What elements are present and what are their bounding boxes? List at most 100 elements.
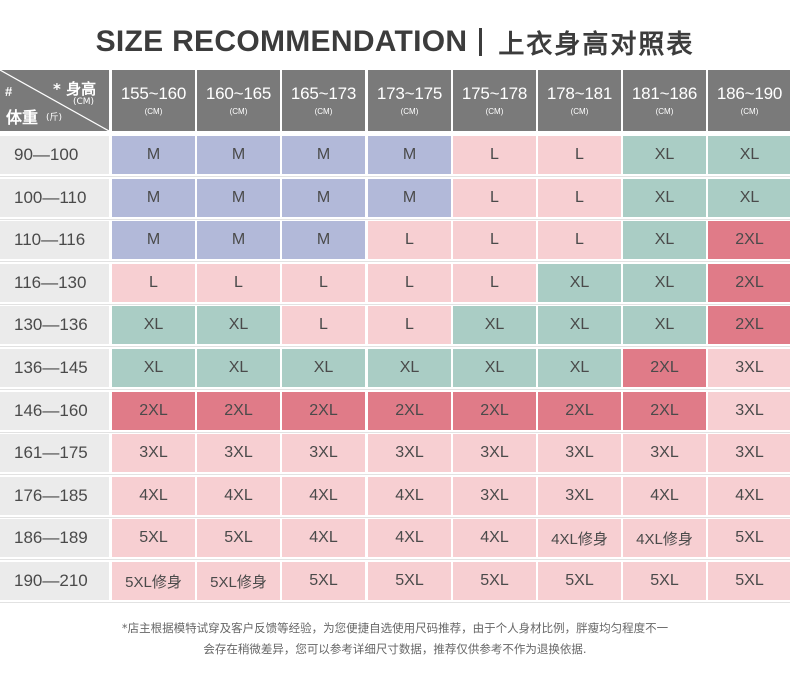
size-cell: 2XL	[453, 391, 536, 430]
height-header-cell: 181~186 (CM)	[623, 70, 706, 131]
weight-row-label: 110—116	[0, 221, 109, 260]
size-cell: XL	[623, 263, 706, 302]
size-cell: L	[368, 221, 451, 260]
size-cell: XL	[623, 178, 706, 217]
height-unit: (CM)	[485, 106, 504, 116]
size-cell: L	[282, 306, 365, 345]
size-cell: M	[282, 178, 365, 217]
size-cell: L	[453, 221, 536, 260]
size-cell: 5XL	[453, 562, 536, 600]
size-cell: L	[282, 263, 365, 302]
size-cell: 4XL	[112, 476, 195, 515]
size-cell: 4XL	[282, 519, 365, 558]
size-cell: XL	[112, 306, 195, 345]
height-range: 186~190	[716, 83, 783, 103]
height-header-cell: 186~190 (CM)	[708, 70, 790, 131]
height-header-cell: 178~181 (CM)	[538, 70, 621, 131]
size-cell: 3XL	[453, 476, 536, 515]
row-divider	[0, 559, 790, 561]
height-header-cell: 155~160 (CM)	[112, 70, 195, 131]
weight-row-label: 100—110	[0, 178, 109, 217]
size-cell: 4XL修身	[538, 519, 621, 558]
height-range: 155~160	[120, 83, 187, 103]
weight-row-label: 136—145	[0, 349, 109, 387]
size-cell: XL	[368, 349, 451, 387]
size-cell: 3XL	[538, 434, 621, 473]
size-cell: M	[112, 178, 195, 217]
size-cell: 2XL	[112, 391, 195, 430]
row-divider	[0, 389, 790, 390]
size-cell: L	[453, 263, 536, 302]
size-cell: 2XL	[708, 221, 790, 260]
size-cell: XL	[538, 349, 621, 387]
size-cell: XL	[453, 349, 536, 387]
corner-weight-unit: (斤)	[46, 113, 63, 123]
size-cell: 3XL	[453, 434, 536, 473]
height-header-cell: 160~165 (CM)	[197, 70, 280, 131]
title-chinese: 上衣身高对照表	[498, 29, 695, 60]
size-cell: 4XL	[708, 476, 790, 515]
size-cell: M	[282, 136, 365, 174]
weight-row-label: 116—130	[0, 263, 109, 302]
size-cell: XL	[282, 349, 365, 387]
size-cell: XL	[197, 306, 280, 345]
size-cell: L	[112, 263, 195, 302]
size-cell: M	[197, 136, 280, 174]
size-cell: 2XL	[623, 349, 706, 387]
height-range: 165~173	[290, 83, 357, 103]
height-unit: (CM)	[655, 106, 674, 116]
size-cell: M	[368, 136, 451, 174]
row-divider	[0, 474, 790, 476]
size-cell: M	[197, 178, 280, 217]
weight-row-label: 146—160	[0, 391, 109, 430]
size-cell: 4XL	[368, 476, 451, 515]
size-cell: 3XL	[708, 349, 790, 387]
size-cell: XL	[453, 306, 536, 345]
size-cell: 5XL	[368, 562, 451, 600]
height-range: 173~175	[376, 83, 443, 103]
size-cell: 2XL	[708, 263, 790, 302]
row-divider	[0, 176, 790, 177]
size-cell: XL	[538, 306, 621, 345]
size-cell: XL	[112, 349, 195, 387]
size-cell: 5XL修身	[197, 562, 280, 600]
size-cell: L	[538, 221, 621, 260]
height-unit: (CM)	[740, 106, 759, 116]
title-divider	[479, 28, 483, 56]
diagonal-divider	[0, 70, 109, 131]
size-cell: M	[282, 221, 365, 260]
row-divider	[0, 431, 790, 433]
size-cell: 2XL	[368, 391, 451, 430]
size-cell: 5XL	[197, 519, 280, 558]
row-divider	[0, 346, 790, 348]
size-cell: M	[368, 178, 451, 217]
size-cell: 3XL	[112, 434, 195, 473]
size-cell: 5XL	[623, 562, 706, 600]
size-cell: L	[453, 136, 536, 174]
size-cell: L	[368, 263, 451, 302]
size-cell: 2XL	[538, 391, 621, 430]
size-cell: XL	[197, 349, 280, 387]
footnote-line-1: *店主根据模特试穿及客户反馈等经验，为您便捷自选使用尺码推荐，由于个人身材比例，…	[121, 621, 669, 635]
size-cell: XL	[623, 136, 706, 174]
page-title: SIZE RECOMMENDATION 上衣身高对照表	[0, 20, 790, 64]
size-cell: 2XL	[282, 391, 365, 430]
size-cell: 3XL	[708, 434, 790, 473]
height-unit: (CM)	[400, 106, 419, 116]
size-cell: 5XL	[708, 519, 790, 558]
size-cell: M	[197, 221, 280, 260]
weight-row-label: 190—210	[0, 562, 109, 600]
height-range: 181~186	[631, 83, 698, 103]
size-cell: 2XL	[708, 306, 790, 345]
row-divider	[0, 303, 790, 305]
size-cell: 3XL	[708, 391, 790, 430]
size-cell: 3XL	[368, 434, 451, 473]
size-cell: L	[538, 178, 621, 217]
corner-height-label: * 身高	[53, 80, 97, 98]
weight-row-label: 161—175	[0, 434, 109, 473]
size-cell: 5XL	[282, 562, 365, 600]
weight-row-label: 90—100	[0, 136, 109, 174]
height-unit: (CM)	[144, 106, 163, 116]
corner-hash: #	[5, 84, 13, 99]
title-english: SIZE RECOMMENDATION	[95, 25, 468, 58]
